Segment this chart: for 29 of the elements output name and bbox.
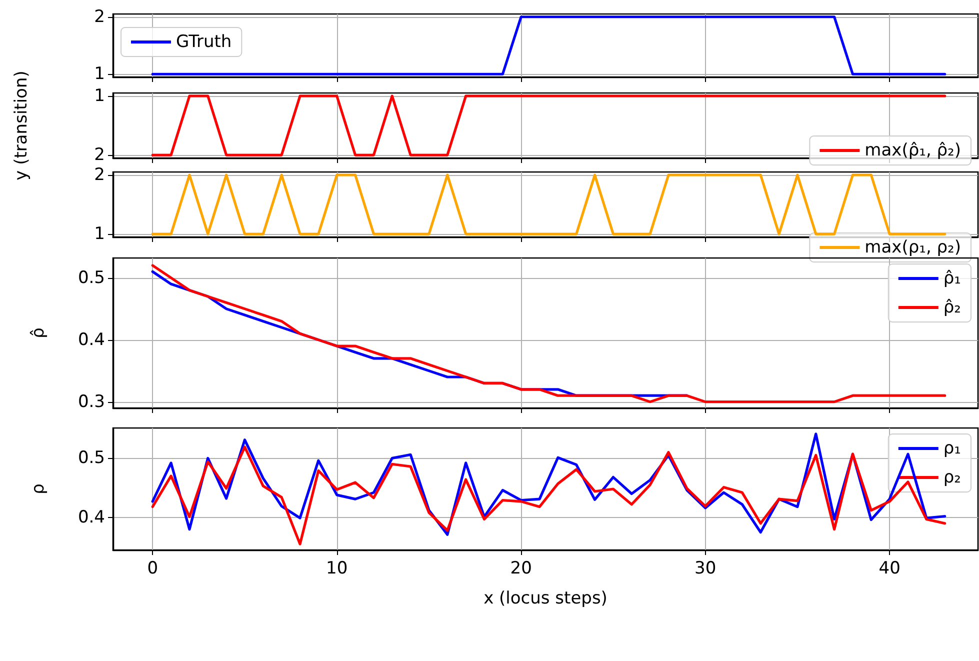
y-tick-label: 2 bbox=[94, 6, 105, 27]
legend-label: max(ρ₁, ρ₂) bbox=[864, 238, 962, 258]
y-tick-label: 0.3 bbox=[78, 392, 105, 412]
y-axis-title: ρ̂ bbox=[28, 328, 48, 338]
line-series bbox=[151, 446, 946, 546]
x-tick-label: 20 bbox=[510, 558, 532, 578]
y-axis-title: ρ bbox=[28, 484, 48, 494]
y-tick-label: 2 bbox=[94, 164, 105, 185]
legend-label: max(ρ̂₁, ρ̂₂) bbox=[864, 140, 962, 160]
legend-label: ρ̂₁ bbox=[943, 268, 962, 288]
legend-label: GTruth bbox=[176, 32, 232, 52]
legend-label: ρ₂ bbox=[943, 468, 962, 488]
y-tick-label: 0.5 bbox=[78, 268, 105, 288]
y-tick-label: 1 bbox=[94, 224, 105, 244]
x-tick-label: 10 bbox=[326, 558, 348, 578]
x-axis-title: x (locus steps) bbox=[484, 588, 608, 608]
y-tick-label: 0.4 bbox=[78, 507, 105, 528]
legend-label: ρ̂₂ bbox=[943, 298, 962, 318]
y-tick-label: 0.5 bbox=[78, 448, 105, 468]
x-tick-label: 40 bbox=[878, 558, 900, 578]
x-tick-label: 30 bbox=[694, 558, 716, 578]
legend-label: ρ₁ bbox=[943, 438, 962, 458]
y-tick-label: 0.4 bbox=[78, 330, 105, 350]
x-tick-label: 0 bbox=[147, 558, 158, 578]
y-tick-label: 2 bbox=[94, 145, 105, 166]
y-tick-label: 1 bbox=[94, 86, 105, 106]
y-tick-label: 1 bbox=[94, 64, 105, 84]
y-axis-title: y (transition) bbox=[12, 70, 32, 180]
line-series bbox=[151, 264, 946, 404]
